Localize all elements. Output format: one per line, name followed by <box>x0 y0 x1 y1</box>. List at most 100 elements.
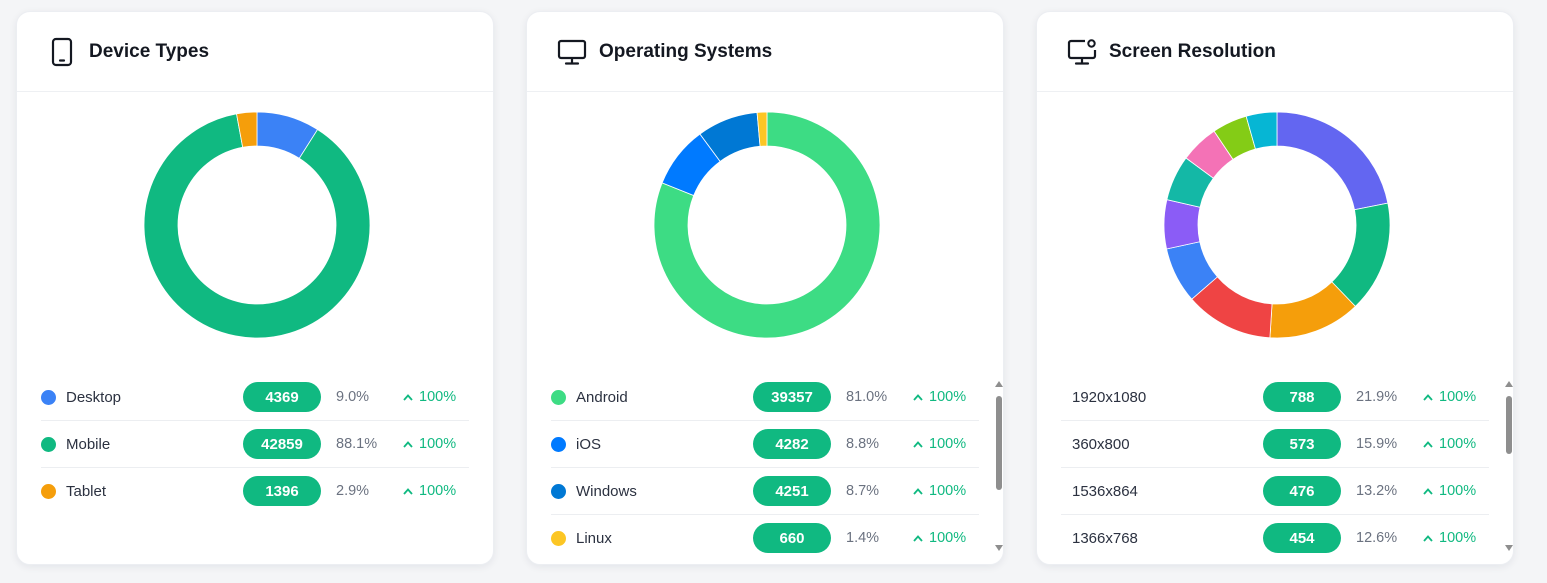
trend-up: 100% <box>913 483 966 499</box>
change-value: 100% <box>1439 530 1477 546</box>
percentage: 21.9% <box>1356 389 1398 405</box>
percentage: 13.2% <box>1356 483 1398 499</box>
scroll-down-arrow <box>995 545 1003 551</box>
count-badge: 454 <box>1263 523 1341 553</box>
card-header: Screen Resolution <box>1037 12 1513 92</box>
percentage: 8.7% <box>846 483 880 499</box>
trend-up: 100% <box>913 530 966 546</box>
list-item: Mobile 42859 88.1% 100% <box>41 421 469 468</box>
change-value: 100% <box>1439 483 1477 499</box>
item-label: Tablet <box>66 482 107 500</box>
legend-dot <box>551 389 566 405</box>
item-label: 1920x1080 <box>1072 388 1147 406</box>
list-item: Linux 660 1.4% 100% <box>551 515 979 561</box>
chevron-up-icon <box>913 534 923 542</box>
change-value: 100% <box>929 389 967 405</box>
list-scrollbar[interactable] <box>993 378 1004 554</box>
percentage: 1.4% <box>846 530 880 546</box>
trend-up: 100% <box>1423 530 1476 546</box>
donut-slice-tablet <box>236 111 258 148</box>
list-scrollbar[interactable] <box>1503 378 1514 554</box>
donut-slice-slice-5 <box>1163 199 1201 250</box>
list-item: 360x800 573 15.9% 100% <box>1061 421 1489 468</box>
change-value: 100% <box>419 483 457 499</box>
percentage: 2.9% <box>336 483 370 499</box>
device-types-list: Desktop 4369 9.0% 100% Mobile 42859 88.1… <box>41 374 469 514</box>
list-item: Tablet 1396 2.9% 100% <box>41 468 469 514</box>
percentage: 81.0% <box>846 389 888 405</box>
scroll-thumb <box>1506 396 1512 454</box>
legend-dot <box>41 436 56 452</box>
list-item: 1536x864 476 13.2% 100% <box>1061 468 1489 515</box>
change-value: 100% <box>1439 436 1477 452</box>
percentage: 8.8% <box>846 436 880 452</box>
percentage: 9.0% <box>336 389 370 405</box>
donut-slice-mobile <box>143 113 371 339</box>
trend-up: 100% <box>1423 483 1476 499</box>
card-title: Screen Resolution <box>1109 40 1276 62</box>
legend-dot <box>551 530 566 546</box>
count-badge: 4369 <box>243 382 321 412</box>
percentage: 88.1% <box>336 436 378 452</box>
list-item: Desktop 4369 9.0% 100% <box>41 374 469 421</box>
donut-slice-linux <box>756 111 768 147</box>
list-item: 1920x1080 788 21.9% 100% <box>1061 374 1489 421</box>
trend-up: 100% <box>403 436 456 452</box>
legend-dot <box>551 436 566 452</box>
chevron-up-icon <box>913 487 923 495</box>
change-value: 100% <box>929 483 967 499</box>
change-value: 100% <box>929 530 967 546</box>
item-label: Desktop <box>66 388 122 406</box>
card-header: Device Types <box>17 12 493 92</box>
chevron-up-icon <box>403 440 413 448</box>
percentage: 12.6% <box>1356 530 1398 546</box>
card-title: Device Types <box>89 40 210 62</box>
trend-up: 100% <box>1423 389 1476 405</box>
chevron-up-icon <box>913 393 923 401</box>
device-types-donut-chart <box>143 111 371 339</box>
operating-systems-donut-chart <box>653 111 881 339</box>
chevron-up-icon <box>1423 487 1433 495</box>
operating-systems-card: Operating Systems Android 39357 81.0% 10… <box>526 11 1004 565</box>
operating-systems-list: Android 39357 81.0% 100% iOS 4282 8.8% 1… <box>551 374 979 561</box>
count-badge: 573 <box>1263 429 1341 459</box>
chevron-up-icon <box>403 487 413 495</box>
trend-up: 100% <box>403 483 456 499</box>
trend-up: 100% <box>403 389 456 405</box>
legend-dot <box>551 483 566 499</box>
count-badge: 39357 <box>753 382 831 412</box>
count-badge: 1396 <box>243 476 321 506</box>
count-badge: 476 <box>1263 476 1341 506</box>
device-types-card: Device Types Desktop 4369 9.0% 100% Mobi… <box>16 11 494 565</box>
change-value: 100% <box>1439 389 1477 405</box>
count-badge: 4282 <box>753 429 831 459</box>
item-label: iOS <box>576 435 602 453</box>
change-value: 100% <box>929 436 967 452</box>
scroll-thumb <box>996 396 1002 490</box>
list-item: Windows 4251 8.7% 100% <box>551 468 979 515</box>
monitor-settings-icon <box>1067 37 1097 67</box>
count-badge: 788 <box>1263 382 1341 412</box>
scroll-down-arrow <box>1505 545 1513 551</box>
monitor-icon <box>557 37 587 67</box>
trend-up: 100% <box>1423 436 1476 452</box>
item-label: Android <box>576 388 628 406</box>
count-badge: 42859 <box>243 429 321 459</box>
change-value: 100% <box>419 389 457 405</box>
chevron-up-icon <box>1423 440 1433 448</box>
list-item: iOS 4282 8.8% 100% <box>551 421 979 468</box>
chevron-up-icon <box>913 440 923 448</box>
donut-slice-android <box>653 111 881 339</box>
screen-resolution-list: 1920x1080 788 21.9% 100% 360x800 573 15.… <box>1061 374 1489 561</box>
item-label: 360x800 <box>1072 435 1130 453</box>
legend-dot <box>41 483 56 499</box>
chevron-up-icon <box>1423 393 1433 401</box>
scroll-up-arrow <box>1505 381 1513 387</box>
scroll-up-arrow <box>995 381 1003 387</box>
item-label: Windows <box>576 482 637 500</box>
donut-slice-1920x1080 <box>1276 111 1389 211</box>
screen-resolution-card: Screen Resolution 1920x1080 788 21.9% 10… <box>1036 11 1514 565</box>
tablet-icon <box>47 37 77 67</box>
count-badge: 660 <box>753 523 831 553</box>
chevron-up-icon <box>403 393 413 401</box>
